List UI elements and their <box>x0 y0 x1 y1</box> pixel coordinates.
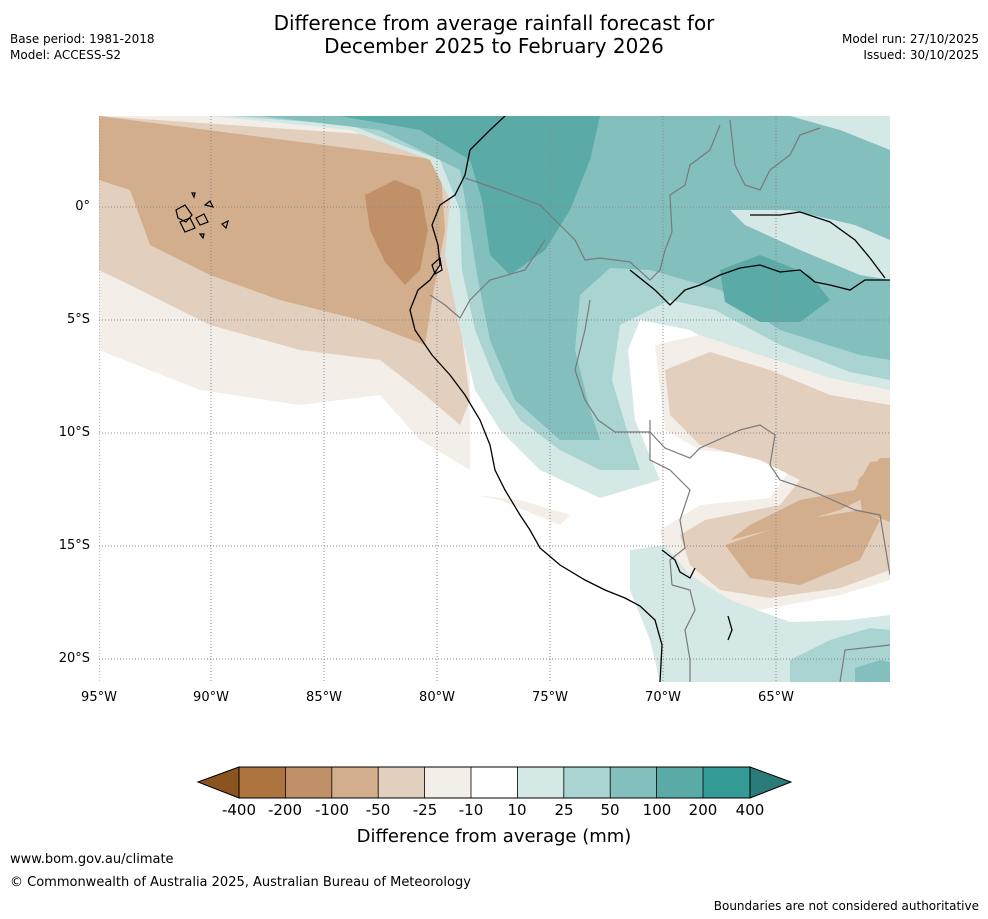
legend-swatch <box>563 767 611 798</box>
wet-region-north <box>210 116 890 498</box>
legend-tick: -200 <box>267 801 303 819</box>
wet-region-south <box>630 545 890 682</box>
legend-tick: 25 <box>554 801 574 819</box>
lat-label-5s: 5°S <box>66 312 90 327</box>
lon-label-80w: 80°W <box>419 690 455 705</box>
legend-tick: 400 <box>735 801 765 819</box>
title-line-1: Difference from average rainfall forecas… <box>273 11 715 35</box>
lon-label-65w: 65°W <box>758 690 794 705</box>
legend-swatch <box>656 767 703 798</box>
model-name: Model: ACCESS-S2 <box>10 48 122 62</box>
legend-tick: 10 <box>507 801 527 819</box>
footer-copyright: © Commonwealth of Australia 2025, Austra… <box>10 875 471 890</box>
lat-label-20s: 20°S <box>58 651 90 666</box>
legend-swatch <box>703 767 750 798</box>
map-area <box>99 116 890 682</box>
legend-extend-low-arrow <box>196 766 240 799</box>
legend-swatch <box>285 767 332 798</box>
legend-tick: -25 <box>412 801 438 819</box>
base-period: Base period: 1981-2018 <box>10 32 155 46</box>
meta-right: Model run: 27/10/2025 Issued: 30/10/2025 <box>842 31 979 63</box>
country-boundaries <box>429 119 890 682</box>
galapagos-islands <box>175 192 443 275</box>
lat-label-10s: 10°S <box>58 425 90 440</box>
legend-extend-high-arrow <box>749 766 793 799</box>
legend-tick: -50 <box>365 801 391 819</box>
legend-tick: -400 <box>221 801 257 819</box>
legend-swatch <box>378 767 425 798</box>
legend-tick: 200 <box>688 801 718 819</box>
lon-label-75w: 75°W <box>532 690 568 705</box>
legend-swatch <box>424 767 471 798</box>
dry-region-southeast <box>655 335 890 610</box>
legend-tick: 50 <box>600 801 620 819</box>
dry-region-west <box>99 116 570 525</box>
legend-swatch <box>239 767 286 798</box>
legend-dividers <box>284 767 704 798</box>
lon-label-95w: 95°W <box>81 690 117 705</box>
legend-swatch <box>331 767 379 798</box>
graticule <box>99 116 890 682</box>
coastlines <box>409 116 890 682</box>
legend-swatch <box>517 767 564 798</box>
title-line-2: December 2025 to February 2026 <box>324 34 664 58</box>
meta-left: Base period: 1981-2018 Model: ACCESS-S2 <box>10 31 155 63</box>
map-title: Difference from average rainfall forecas… <box>0 12 988 58</box>
footer-boundary-note: Boundaries are not considered authoritat… <box>713 899 979 913</box>
legend-tick: 100 <box>642 801 672 819</box>
legend-swatch <box>610 767 657 798</box>
legend-label: Difference from average (mm) <box>356 826 632 847</box>
lon-label-85w: 85°W <box>306 690 342 705</box>
lat-label-0: 0° <box>75 199 90 214</box>
lat-label-15s: 15°S <box>58 538 90 553</box>
footer-url[interactable]: www.bom.gov.au/climate <box>10 852 174 867</box>
issued-date: Issued: 30/10/2025 <box>863 48 979 62</box>
lon-label-70w: 70°W <box>645 690 681 705</box>
legend-tick: -100 <box>314 801 350 819</box>
model-run: Model run: 27/10/2025 <box>841 32 979 46</box>
legend-tick: -10 <box>458 801 484 819</box>
legend-swatch <box>471 767 518 798</box>
lon-label-90w: 90°W <box>193 690 229 705</box>
legend-frame <box>238 766 751 799</box>
